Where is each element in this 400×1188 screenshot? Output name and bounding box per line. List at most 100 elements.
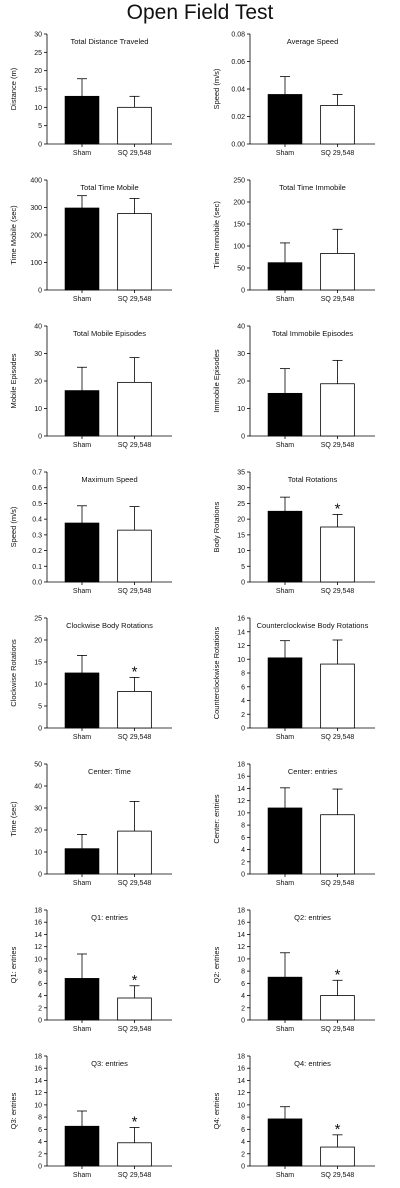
y-tick-label: 0 <box>38 726 42 733</box>
x-tick-label: Sham <box>276 296 294 303</box>
y-tick-label: 4 <box>241 698 245 705</box>
bar <box>320 253 355 291</box>
y-tick-label: 8 <box>38 969 42 976</box>
x-tick-label: Sham <box>73 1172 91 1179</box>
y-tick-label: 14 <box>34 1078 42 1085</box>
chart-title: Total Time Mobile <box>80 183 138 192</box>
chart-panel: Q2: entries Q2: entries 0 2 4 6 8 10 12 14 16 18 Sha… <box>212 908 375 1033</box>
y-tick-label: 4 <box>38 993 42 1000</box>
y-tick-label: 0 <box>38 142 42 149</box>
y-tick-label: 0.02 <box>231 114 245 121</box>
chart-title: Q2: entries <box>294 913 331 922</box>
y-tick-label: 150 <box>233 222 245 229</box>
y-tick-label: 0.5 <box>32 501 42 508</box>
bar <box>267 657 303 729</box>
bar <box>267 510 303 583</box>
x-tick-label: Sham <box>73 150 91 157</box>
y-tick-label: 2 <box>38 1151 42 1158</box>
y-tick-label: 250 <box>233 178 245 185</box>
y-tick-label: 30 <box>237 485 245 492</box>
bar <box>117 106 152 145</box>
chart-title: Maximum Speed <box>81 475 137 484</box>
y-tick-label: 0 <box>241 872 245 879</box>
y-tick-label: 14 <box>237 629 245 636</box>
chart-panel: Q3: entries Q3: entries 0 2 4 6 8 10 12 14 16 18 Sha… <box>9 1054 172 1179</box>
y-tick-label: 18 <box>34 1054 42 1061</box>
y-tick-label: 10 <box>237 810 245 817</box>
y-axis-label: Time (sec) <box>9 801 18 837</box>
y-tick-label: 16 <box>237 616 245 623</box>
y-tick-label: 20 <box>237 517 245 524</box>
chart-title: Q1: entries <box>91 913 128 922</box>
chart-title: Total Rotations <box>288 475 338 484</box>
y-tick-label: 2 <box>241 1151 245 1158</box>
bar <box>267 976 303 1021</box>
bar <box>320 995 355 1021</box>
y-tick-label: 14 <box>237 786 245 793</box>
y-tick-label: 4 <box>241 1139 245 1146</box>
y-tick-label: 10 <box>34 956 42 963</box>
chart-panel: Total Immobile Episodes Immobile Episodes… <box>212 324 375 449</box>
y-tick-label: 25 <box>237 501 245 508</box>
y-axis-label: Time Mobile (sec) <box>9 205 18 265</box>
y-tick-label: 5 <box>241 564 245 571</box>
y-tick-label: 15 <box>237 532 245 539</box>
chart-panel: Maximum Speed Speed (m/s) 0.0 0.1 0.2 0.3 0.4 0… <box>9 470 172 595</box>
y-tick-label: 20 <box>34 68 42 75</box>
y-tick-label: 12 <box>237 1090 245 1097</box>
y-tick-label: 40 <box>34 324 42 331</box>
y-tick-label: 18 <box>237 908 245 915</box>
y-tick-label: 2 <box>241 712 245 719</box>
y-tick-label: 10 <box>237 956 245 963</box>
y-tick-label: 12 <box>237 944 245 951</box>
x-tick-label: Sham <box>276 588 294 595</box>
y-tick-label: 50 <box>34 762 42 769</box>
chart-title: Total Mobile Episodes <box>73 329 146 338</box>
chart-title: Q4: entries <box>294 1059 331 1068</box>
chart-panel: Total Mobile Episodes Mobile Episodes 0 10 2… <box>9 324 172 449</box>
y-tick-label: 10 <box>34 105 42 112</box>
y-tick-label: 0.6 <box>32 485 42 492</box>
y-tick-label: 20 <box>34 379 42 386</box>
y-tick-label: 0 <box>38 872 42 879</box>
y-tick-label: 5 <box>38 123 42 130</box>
y-tick-label: 10 <box>237 548 245 555</box>
x-tick-label: Sham <box>73 734 91 741</box>
bar <box>117 529 152 583</box>
y-tick-label: 10 <box>34 682 42 689</box>
y-tick-label: 2 <box>241 1005 245 1012</box>
bar <box>117 830 152 875</box>
y-tick-label: 10 <box>237 657 245 664</box>
chart-panel: Counterclockwise Body Rotations Countercl… <box>212 616 375 741</box>
x-tick-label: SQ 29,548 <box>118 588 152 595</box>
y-tick-label: 15 <box>34 87 42 94</box>
y-tick-label: 20 <box>237 379 245 386</box>
y-tick-label: 400 <box>30 178 42 185</box>
y-tick-label: 0 <box>241 726 245 733</box>
chart-title: Total Immobile Episodes <box>272 329 354 338</box>
y-axis-label: Counterclockwise Rotations <box>212 626 221 719</box>
y-tick-label: 200 <box>233 200 245 207</box>
bar <box>117 381 152 437</box>
x-tick-label: SQ 29,548 <box>321 880 355 887</box>
bar <box>320 814 355 875</box>
x-tick-label: Sham <box>73 1026 91 1033</box>
y-tick-label: 4 <box>38 1139 42 1146</box>
y-tick-label: 2 <box>38 1005 42 1012</box>
bar <box>117 691 152 729</box>
x-tick-label: SQ 29,548 <box>321 296 355 303</box>
chart-panel: Center: Time Time (sec) 0 10 20 30 40 50 Sham SQ … <box>9 762 172 887</box>
x-tick-label: Sham <box>276 150 294 157</box>
y-tick-label: 16 <box>34 920 42 927</box>
y-tick-label: 18 <box>237 762 245 769</box>
y-tick-label: 300 <box>30 205 42 212</box>
bar <box>64 848 100 875</box>
x-tick-label: Sham <box>276 442 294 449</box>
y-tick-label: 14 <box>237 1078 245 1085</box>
bar <box>64 390 100 437</box>
y-tick-label: 6 <box>38 1127 42 1134</box>
y-tick-label: 20 <box>34 828 42 835</box>
bar <box>267 807 303 875</box>
y-tick-label: 100 <box>30 260 42 267</box>
x-tick-label: SQ 29,548 <box>118 880 152 887</box>
